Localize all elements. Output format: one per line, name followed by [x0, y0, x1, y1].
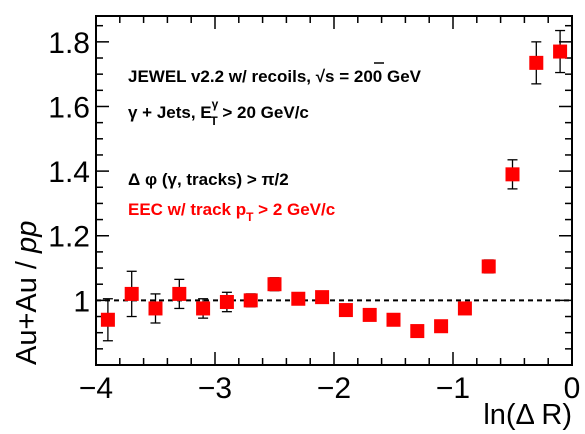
x-tick-label: −2	[317, 372, 351, 405]
data-marker	[315, 290, 330, 305]
data-point	[315, 290, 330, 305]
data-marker	[267, 277, 282, 292]
data-point	[410, 324, 425, 339]
data-marker	[481, 259, 496, 274]
data-marker	[219, 294, 234, 309]
y-tick-label: 1	[73, 285, 90, 318]
data-marker	[553, 44, 568, 59]
data-point	[100, 298, 115, 342]
y-tick-label: 1.2	[48, 221, 90, 254]
data-marker	[172, 286, 187, 301]
data-marker	[196, 301, 211, 316]
y-axis-title: Au+Au / pp	[11, 221, 43, 365]
data-point	[196, 298, 211, 319]
y-tick-label: 1.8	[48, 27, 90, 60]
data-marker	[410, 324, 425, 339]
data-point	[529, 41, 544, 85]
data-marker	[100, 312, 115, 327]
data-point	[505, 159, 520, 190]
data-marker	[362, 307, 377, 322]
data-point	[457, 301, 472, 316]
data-point	[124, 270, 139, 318]
data-marker	[457, 301, 472, 316]
x-tick-label: −1	[436, 372, 470, 405]
ticks-layer: −4 −3 −2 −1 0 1 1.2 1.4 1.6 1.8	[48, 16, 580, 405]
data-point	[362, 307, 377, 322]
data-marker	[148, 301, 163, 316]
data-point	[481, 259, 496, 274]
data-point	[291, 291, 306, 306]
x-tick-label: −3	[198, 372, 232, 405]
y-tick-label: 1.6	[48, 91, 90, 124]
data-point	[172, 278, 187, 310]
annotation-generator: JEWEL v2.2 w/ recoils, √s = 200 GeV	[128, 67, 422, 86]
data-point	[386, 312, 401, 327]
data-point	[434, 319, 449, 334]
data-point	[219, 291, 234, 313]
data-points	[100, 29, 568, 342]
data-point	[553, 29, 568, 74]
data-marker	[243, 293, 258, 308]
x-axis-title: ln(Δ R)	[483, 399, 572, 431]
data-marker	[386, 312, 401, 327]
annotation-track-cut: EEC w/ track pT > 2 GeV/c	[128, 200, 335, 224]
data-marker	[505, 167, 520, 182]
data-marker	[529, 55, 544, 70]
y-tick-label: 1.4	[48, 156, 90, 189]
x-tick-label: −4	[79, 372, 113, 405]
annotation-selection: γ + Jets, Eγ T > 20 GeV/c	[128, 97, 309, 128]
data-marker	[338, 303, 353, 318]
annotation-delta-phi: Δ φ (γ, tracks) > π/2	[128, 170, 289, 189]
data-marker	[434, 319, 449, 334]
data-point	[338, 303, 353, 318]
data-marker	[291, 291, 306, 306]
data-point	[243, 293, 258, 308]
data-marker	[124, 286, 139, 301]
data-point	[148, 293, 163, 324]
x-tick-label: 0	[564, 372, 581, 405]
data-point	[267, 277, 282, 292]
